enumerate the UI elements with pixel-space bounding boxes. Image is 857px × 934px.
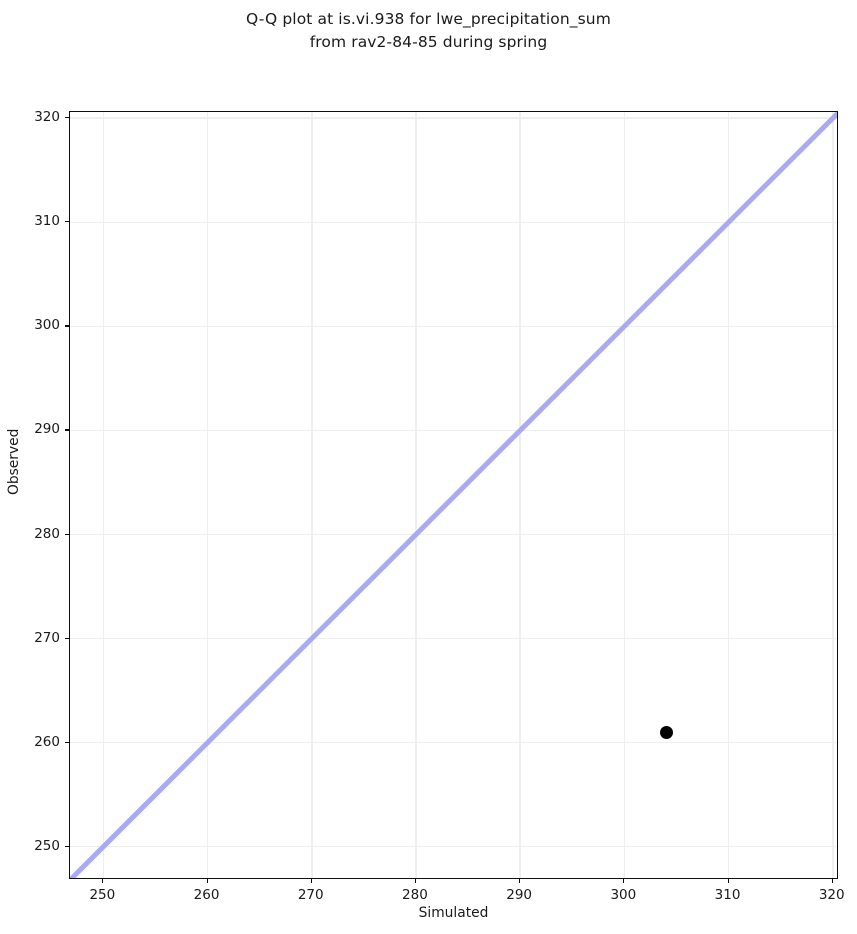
gridline-horizontal <box>70 221 837 224</box>
x-tick-mark <box>206 879 208 883</box>
y-tick-label: 310 <box>34 213 60 230</box>
gridline-vertical <box>623 112 626 878</box>
y-tick-mark <box>65 117 69 119</box>
y-tick-mark <box>65 221 69 223</box>
x-tick-label: 260 <box>193 887 220 903</box>
y-tick-mark <box>65 637 69 639</box>
x-axis-label: Simulated <box>418 905 489 921</box>
x-tick-label: 280 <box>402 887 428 903</box>
x-tick-mark <box>831 879 833 883</box>
x-tick-label: 270 <box>297 887 324 903</box>
y-tick-label: 270 <box>34 629 60 646</box>
gridline-horizontal <box>70 637 837 640</box>
gridline-horizontal <box>70 117 837 120</box>
y-tick-label: 260 <box>34 733 60 750</box>
y-axis-label: Observed <box>6 428 22 495</box>
gridline-vertical <box>519 112 521 878</box>
x-tick-label: 310 <box>714 887 741 903</box>
data-point[interactable] <box>659 725 673 739</box>
y-tick-label: 290 <box>34 421 60 438</box>
x-tick-mark <box>519 879 521 883</box>
x-tick-mark <box>102 879 104 883</box>
chart-title: Q-Q plot at is.vi.938 for lwe_precipitat… <box>246 10 611 51</box>
gridline-vertical <box>310 112 313 878</box>
y-tick-mark <box>65 845 69 847</box>
y-tick-mark <box>65 533 69 535</box>
y-tick-label: 300 <box>34 317 60 334</box>
identity-line-container <box>70 112 837 878</box>
x-tick-mark <box>310 879 312 883</box>
gridline-horizontal <box>70 741 837 744</box>
gridline-horizontal <box>70 429 837 432</box>
x-tick-mark <box>727 879 729 883</box>
gridline-vertical <box>102 112 105 878</box>
y-tick-label: 250 <box>34 837 60 854</box>
gridline-horizontal <box>70 533 837 536</box>
y-tick-mark <box>65 741 69 743</box>
x-tick-label: 300 <box>610 887 637 903</box>
x-tick-label: 320 <box>818 887 845 903</box>
y-tick-mark <box>65 429 69 431</box>
x-tick-mark <box>623 879 625 883</box>
gridline-vertical <box>415 112 417 878</box>
identity-reference-line <box>70 112 837 878</box>
x-tick-mark <box>414 879 417 883</box>
y-tick-label: 280 <box>34 525 60 542</box>
x-tick-label: 250 <box>89 887 116 903</box>
gridline-vertical <box>831 112 834 878</box>
x-tick-label: 290 <box>506 887 533 903</box>
gridline-vertical <box>727 112 730 878</box>
y-tick-mark <box>65 325 69 327</box>
gridline-vertical <box>206 112 209 878</box>
gridline-horizontal <box>70 325 837 328</box>
gridline-horizontal <box>70 845 837 848</box>
plot-area[interactable] <box>69 111 838 879</box>
y-tick-label: 320 <box>34 109 60 126</box>
